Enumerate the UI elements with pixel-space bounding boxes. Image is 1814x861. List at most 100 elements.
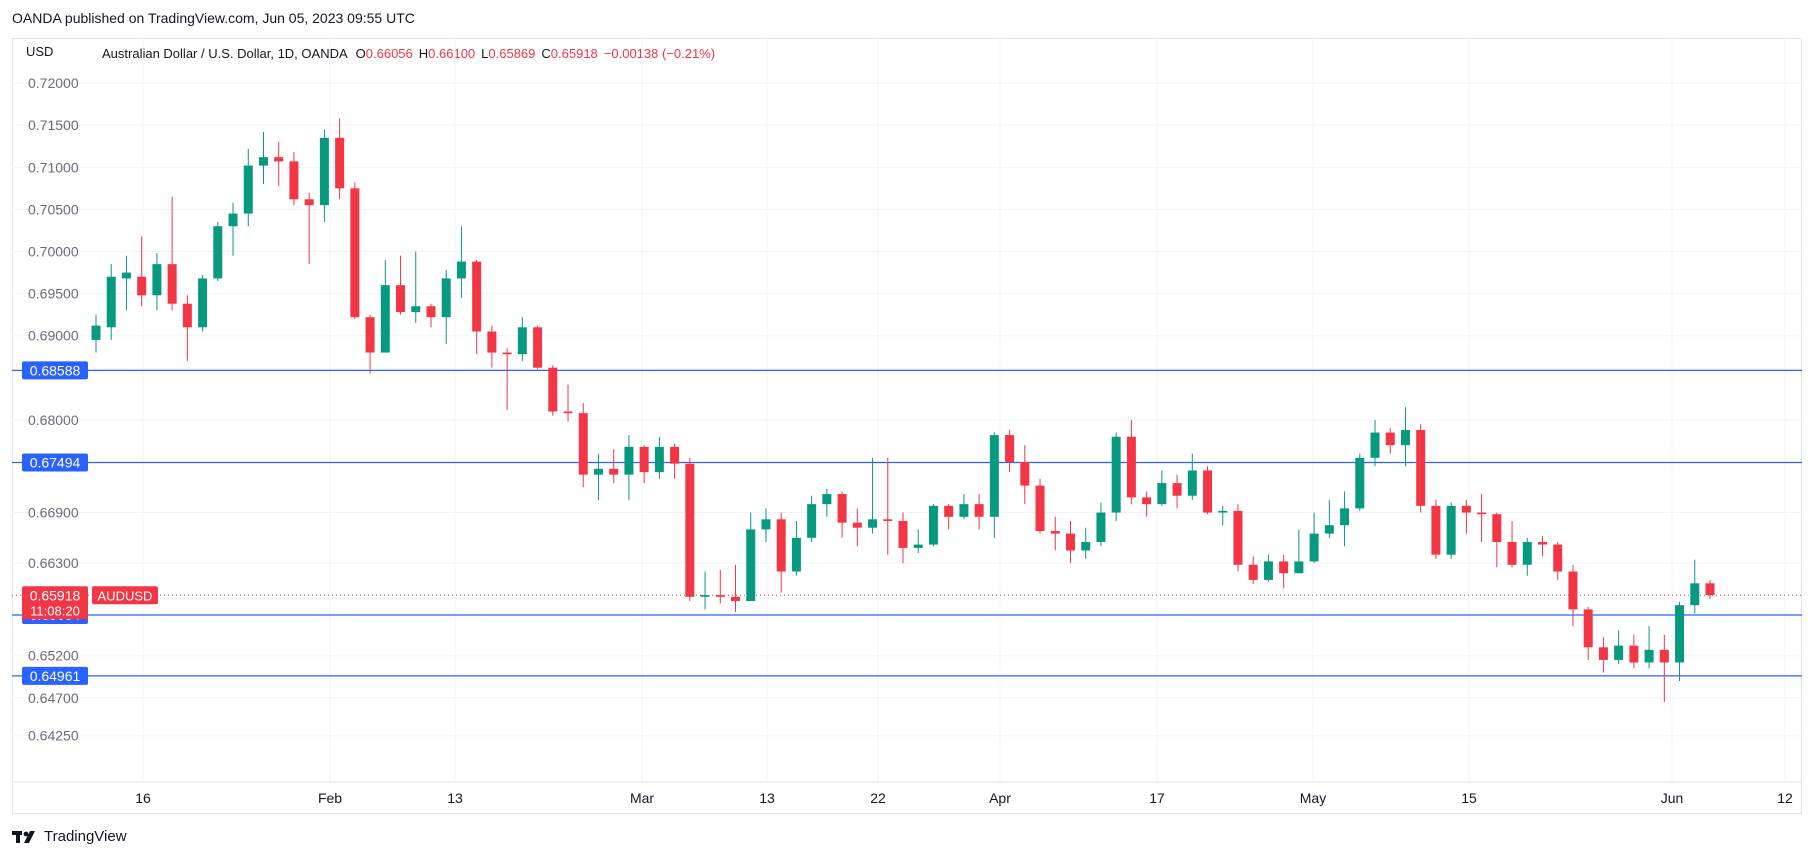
candle-body bbox=[1218, 510, 1228, 513]
candle-body bbox=[1050, 531, 1060, 534]
candle-body bbox=[350, 188, 360, 318]
y-tick-label: 0.65200 bbox=[28, 648, 79, 664]
level-label-text: 0.64961 bbox=[30, 668, 81, 684]
candle-body bbox=[609, 468, 619, 475]
y-tick-label: 0.64700 bbox=[28, 690, 79, 706]
candle-body bbox=[456, 261, 466, 279]
candle-body bbox=[1553, 544, 1563, 572]
level-label-box bbox=[22, 666, 88, 685]
candle-body bbox=[1005, 435, 1015, 463]
candle-body bbox=[1461, 505, 1471, 513]
y-tick-label: 0.68000 bbox=[28, 412, 79, 428]
candle-body bbox=[411, 306, 421, 313]
level-label-text: 0.67494 bbox=[30, 455, 81, 471]
x-tick-label: May bbox=[1300, 790, 1326, 806]
tradingview-logo-icon bbox=[12, 830, 35, 843]
candle-body bbox=[182, 303, 192, 328]
candle-body bbox=[319, 137, 329, 206]
candle-body bbox=[1370, 432, 1380, 458]
candle-body bbox=[274, 157, 284, 162]
candle-body bbox=[91, 325, 101, 340]
y-tick-label: 0.69000 bbox=[28, 328, 79, 344]
candle-body bbox=[1020, 462, 1030, 486]
candle-body bbox=[776, 519, 786, 572]
candle-body bbox=[1248, 564, 1258, 580]
candle-body bbox=[974, 504, 984, 517]
candle-body bbox=[152, 264, 162, 296]
y-tick-label: 0.72000 bbox=[28, 75, 79, 91]
candle-body bbox=[1705, 583, 1715, 596]
candle-body bbox=[1583, 609, 1593, 648]
candle-body bbox=[1096, 512, 1106, 543]
candle-body bbox=[1522, 542, 1532, 565]
candle-body bbox=[1355, 457, 1365, 509]
bar-countdown-label: 11:08:20 bbox=[30, 603, 80, 618]
candle-body bbox=[1492, 514, 1502, 543]
x-tick-label: 12 bbox=[1777, 790, 1793, 806]
candle-body bbox=[593, 468, 603, 475]
candle-body bbox=[822, 494, 832, 505]
candle-body bbox=[1614, 645, 1624, 660]
level-label-text: 0.68588 bbox=[30, 362, 81, 378]
candle-body bbox=[1644, 649, 1654, 663]
candle-body bbox=[959, 504, 969, 517]
tradingview-footer[interactable]: TradingView bbox=[12, 828, 127, 845]
candle-body bbox=[624, 446, 634, 475]
candle-body bbox=[213, 226, 223, 279]
candle-body bbox=[304, 199, 314, 206]
candle-body bbox=[913, 544, 923, 548]
symbol-tag-box bbox=[92, 586, 158, 605]
level-label-box bbox=[22, 361, 88, 380]
footer-brand: TradingView bbox=[44, 828, 127, 845]
candle-body bbox=[746, 529, 756, 601]
candle-body bbox=[533, 327, 543, 368]
x-tick-label: Apr bbox=[989, 790, 1011, 806]
open-value: 0.66056 bbox=[365, 46, 413, 61]
low-label: L bbox=[481, 46, 489, 61]
candle-body bbox=[1431, 505, 1441, 555]
candle-body bbox=[1203, 470, 1213, 513]
candle-body bbox=[654, 446, 664, 473]
candle-body bbox=[1568, 571, 1578, 610]
candle-body bbox=[563, 411, 573, 414]
candle-body bbox=[731, 596, 741, 601]
candle-body bbox=[137, 276, 147, 296]
instrument-title: Australian Dollar / U.S. Dollar, 1D, OAN… bbox=[102, 46, 348, 61]
close-value: 0.65918 bbox=[550, 46, 598, 61]
candle-body bbox=[502, 352, 512, 355]
candle-body bbox=[1477, 512, 1487, 515]
candle-body bbox=[670, 446, 680, 464]
y-tick-label: 0.71500 bbox=[28, 117, 79, 133]
candle-body bbox=[243, 165, 253, 214]
last-price-label-box bbox=[22, 586, 88, 620]
candle-body bbox=[883, 519, 893, 521]
candle-body bbox=[441, 278, 451, 318]
candle-body bbox=[1187, 470, 1197, 496]
candle-body bbox=[289, 161, 299, 200]
x-tick-label: Mar bbox=[630, 790, 654, 806]
x-tick-label: 13 bbox=[759, 790, 775, 806]
y-tick-label: 0.64250 bbox=[28, 728, 79, 744]
y-tick-label: 0.66300 bbox=[28, 555, 79, 571]
candle-body bbox=[715, 595, 725, 597]
candle-body bbox=[852, 522, 862, 528]
candle-body bbox=[517, 327, 527, 355]
candle-body bbox=[487, 331, 497, 353]
x-tick-label: Feb bbox=[318, 790, 342, 806]
candle-body bbox=[639, 446, 649, 473]
candle-body bbox=[1279, 561, 1289, 574]
candle-body bbox=[365, 317, 375, 353]
candle-body bbox=[1675, 605, 1685, 663]
candle-body bbox=[1538, 542, 1548, 545]
close-label: C bbox=[541, 46, 551, 61]
chart-frame bbox=[12, 38, 1802, 814]
candle-body bbox=[837, 494, 847, 523]
candle-body bbox=[685, 463, 695, 597]
candle-body bbox=[1157, 483, 1167, 505]
candle-body bbox=[396, 285, 406, 313]
candle-body bbox=[928, 505, 938, 545]
candle-body bbox=[228, 213, 238, 227]
candle-body bbox=[1507, 542, 1517, 565]
publish-info: OANDA published on TradingView.com, Jun … bbox=[12, 10, 415, 26]
